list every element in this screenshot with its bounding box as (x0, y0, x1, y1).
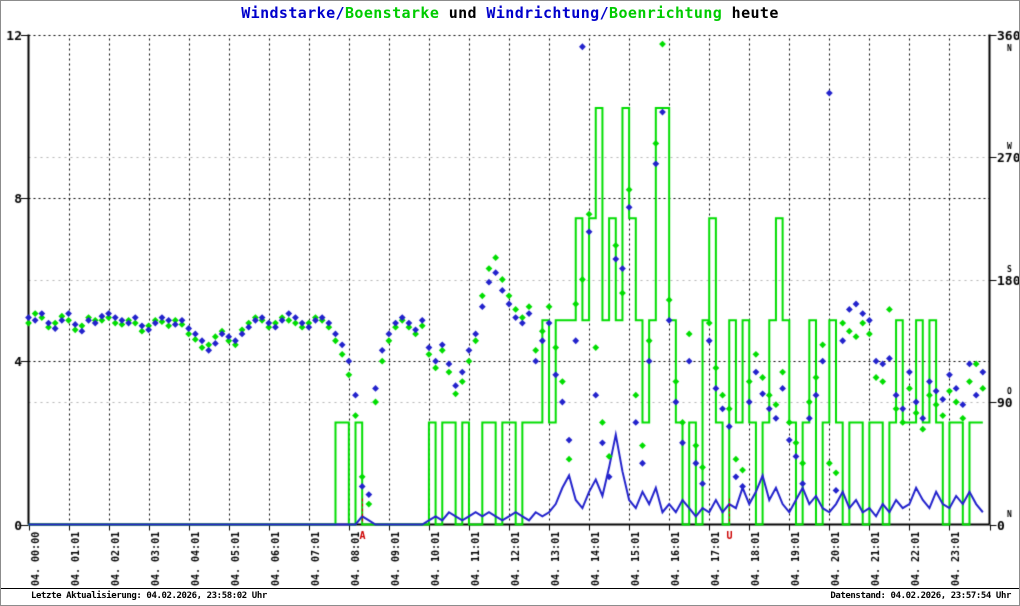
footer-separator (1, 588, 1019, 589)
data-status-text: Datenstand: 04.02.2026, 23:57:54 Uhr (830, 591, 1011, 601)
last-update-text: Letzte Aktualisierung: 04.02.2026, 23:58… (31, 591, 267, 601)
